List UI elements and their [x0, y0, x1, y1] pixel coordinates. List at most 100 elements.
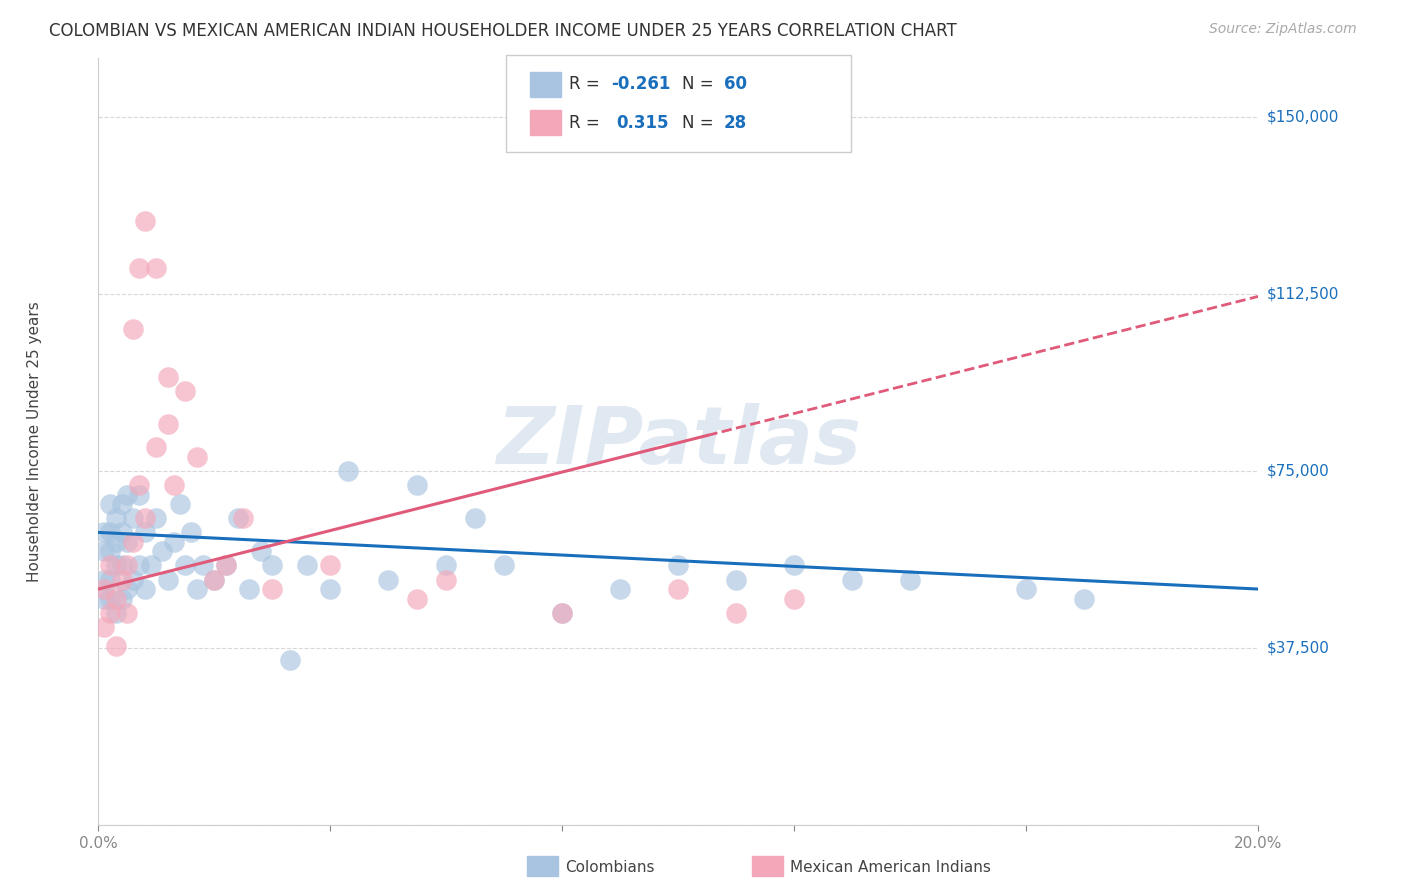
Point	[262, 558, 284, 573]
Point	[215, 558, 238, 573]
Point	[122, 322, 145, 336]
Point	[204, 573, 226, 587]
Point	[666, 558, 689, 573]
Point	[128, 261, 150, 276]
Point	[319, 558, 342, 573]
Point	[186, 582, 208, 596]
Text: 0.315: 0.315	[616, 113, 668, 132]
Text: 28: 28	[724, 113, 747, 132]
Point	[117, 488, 139, 502]
Point	[145, 261, 167, 276]
Point	[98, 544, 121, 558]
Point	[104, 534, 127, 549]
Point	[117, 606, 139, 620]
Point	[117, 558, 139, 573]
Point	[238, 582, 260, 596]
Point	[666, 582, 689, 596]
Point	[204, 573, 226, 587]
Point	[104, 558, 127, 573]
Point	[111, 525, 132, 540]
Point	[145, 511, 167, 525]
Point	[98, 606, 121, 620]
Point	[174, 384, 197, 398]
Point	[128, 488, 150, 502]
Point	[174, 558, 197, 573]
Text: R =: R =	[569, 113, 610, 132]
Point	[436, 558, 458, 573]
Point	[93, 620, 115, 634]
Point	[319, 582, 342, 596]
Point	[145, 441, 167, 455]
Text: $75,000: $75,000	[1267, 464, 1330, 478]
Point	[180, 525, 202, 540]
Point	[163, 478, 186, 492]
Text: COLOMBIAN VS MEXICAN AMERICAN INDIAN HOUSEHOLDER INCOME UNDER 25 YEARS CORRELATI: COLOMBIAN VS MEXICAN AMERICAN INDIAN HOU…	[49, 22, 957, 40]
Text: Householder Income Under 25 years: Householder Income Under 25 years	[27, 301, 42, 582]
Point	[278, 653, 301, 667]
Point	[406, 591, 429, 606]
Point	[93, 544, 115, 558]
Text: R =: R =	[569, 75, 606, 94]
Point	[226, 511, 249, 525]
Point	[297, 558, 319, 573]
Point	[841, 573, 863, 587]
Text: $37,500: $37,500	[1267, 640, 1330, 656]
Point	[262, 582, 284, 596]
Point	[150, 544, 173, 558]
Point	[93, 573, 115, 587]
Point	[98, 525, 121, 540]
Point	[117, 534, 139, 549]
Point	[111, 497, 132, 511]
Point	[215, 558, 238, 573]
Text: Colombians: Colombians	[565, 860, 655, 874]
Text: N =: N =	[682, 75, 718, 94]
Point	[122, 534, 145, 549]
Point	[1073, 591, 1095, 606]
Point	[1015, 582, 1038, 596]
Text: Source: ZipAtlas.com: Source: ZipAtlas.com	[1209, 22, 1357, 37]
Point	[111, 573, 132, 587]
Point	[98, 558, 121, 573]
Text: Mexican American Indians: Mexican American Indians	[790, 860, 991, 874]
Point	[551, 606, 574, 620]
Point	[551, 606, 574, 620]
Point	[122, 511, 145, 525]
Point	[117, 582, 139, 596]
Point	[111, 591, 132, 606]
Point	[464, 511, 486, 525]
Point	[406, 478, 429, 492]
Point	[609, 582, 631, 596]
Point	[122, 573, 145, 587]
Point	[494, 558, 516, 573]
Point	[104, 591, 127, 606]
Point	[111, 558, 132, 573]
Point	[232, 511, 254, 525]
Text: 60: 60	[724, 75, 747, 94]
Point	[134, 525, 156, 540]
Point	[169, 497, 191, 511]
Point	[157, 369, 180, 384]
Point	[139, 558, 162, 573]
Point	[191, 558, 214, 573]
Point	[98, 573, 121, 587]
Point	[900, 573, 922, 587]
Point	[186, 450, 208, 464]
Point	[98, 497, 121, 511]
Text: N =: N =	[682, 113, 718, 132]
Point	[783, 591, 806, 606]
Text: -0.261: -0.261	[612, 75, 671, 94]
Point	[377, 573, 399, 587]
Point	[93, 582, 115, 596]
Point	[93, 591, 115, 606]
Point	[250, 544, 273, 558]
Point	[128, 478, 150, 492]
Point	[104, 511, 127, 525]
Point	[163, 534, 186, 549]
Point	[436, 573, 458, 587]
Text: $150,000: $150,000	[1267, 110, 1340, 125]
Point	[104, 639, 127, 653]
Point	[134, 214, 156, 228]
Point	[134, 511, 156, 525]
Point	[157, 417, 180, 431]
Point	[128, 558, 150, 573]
